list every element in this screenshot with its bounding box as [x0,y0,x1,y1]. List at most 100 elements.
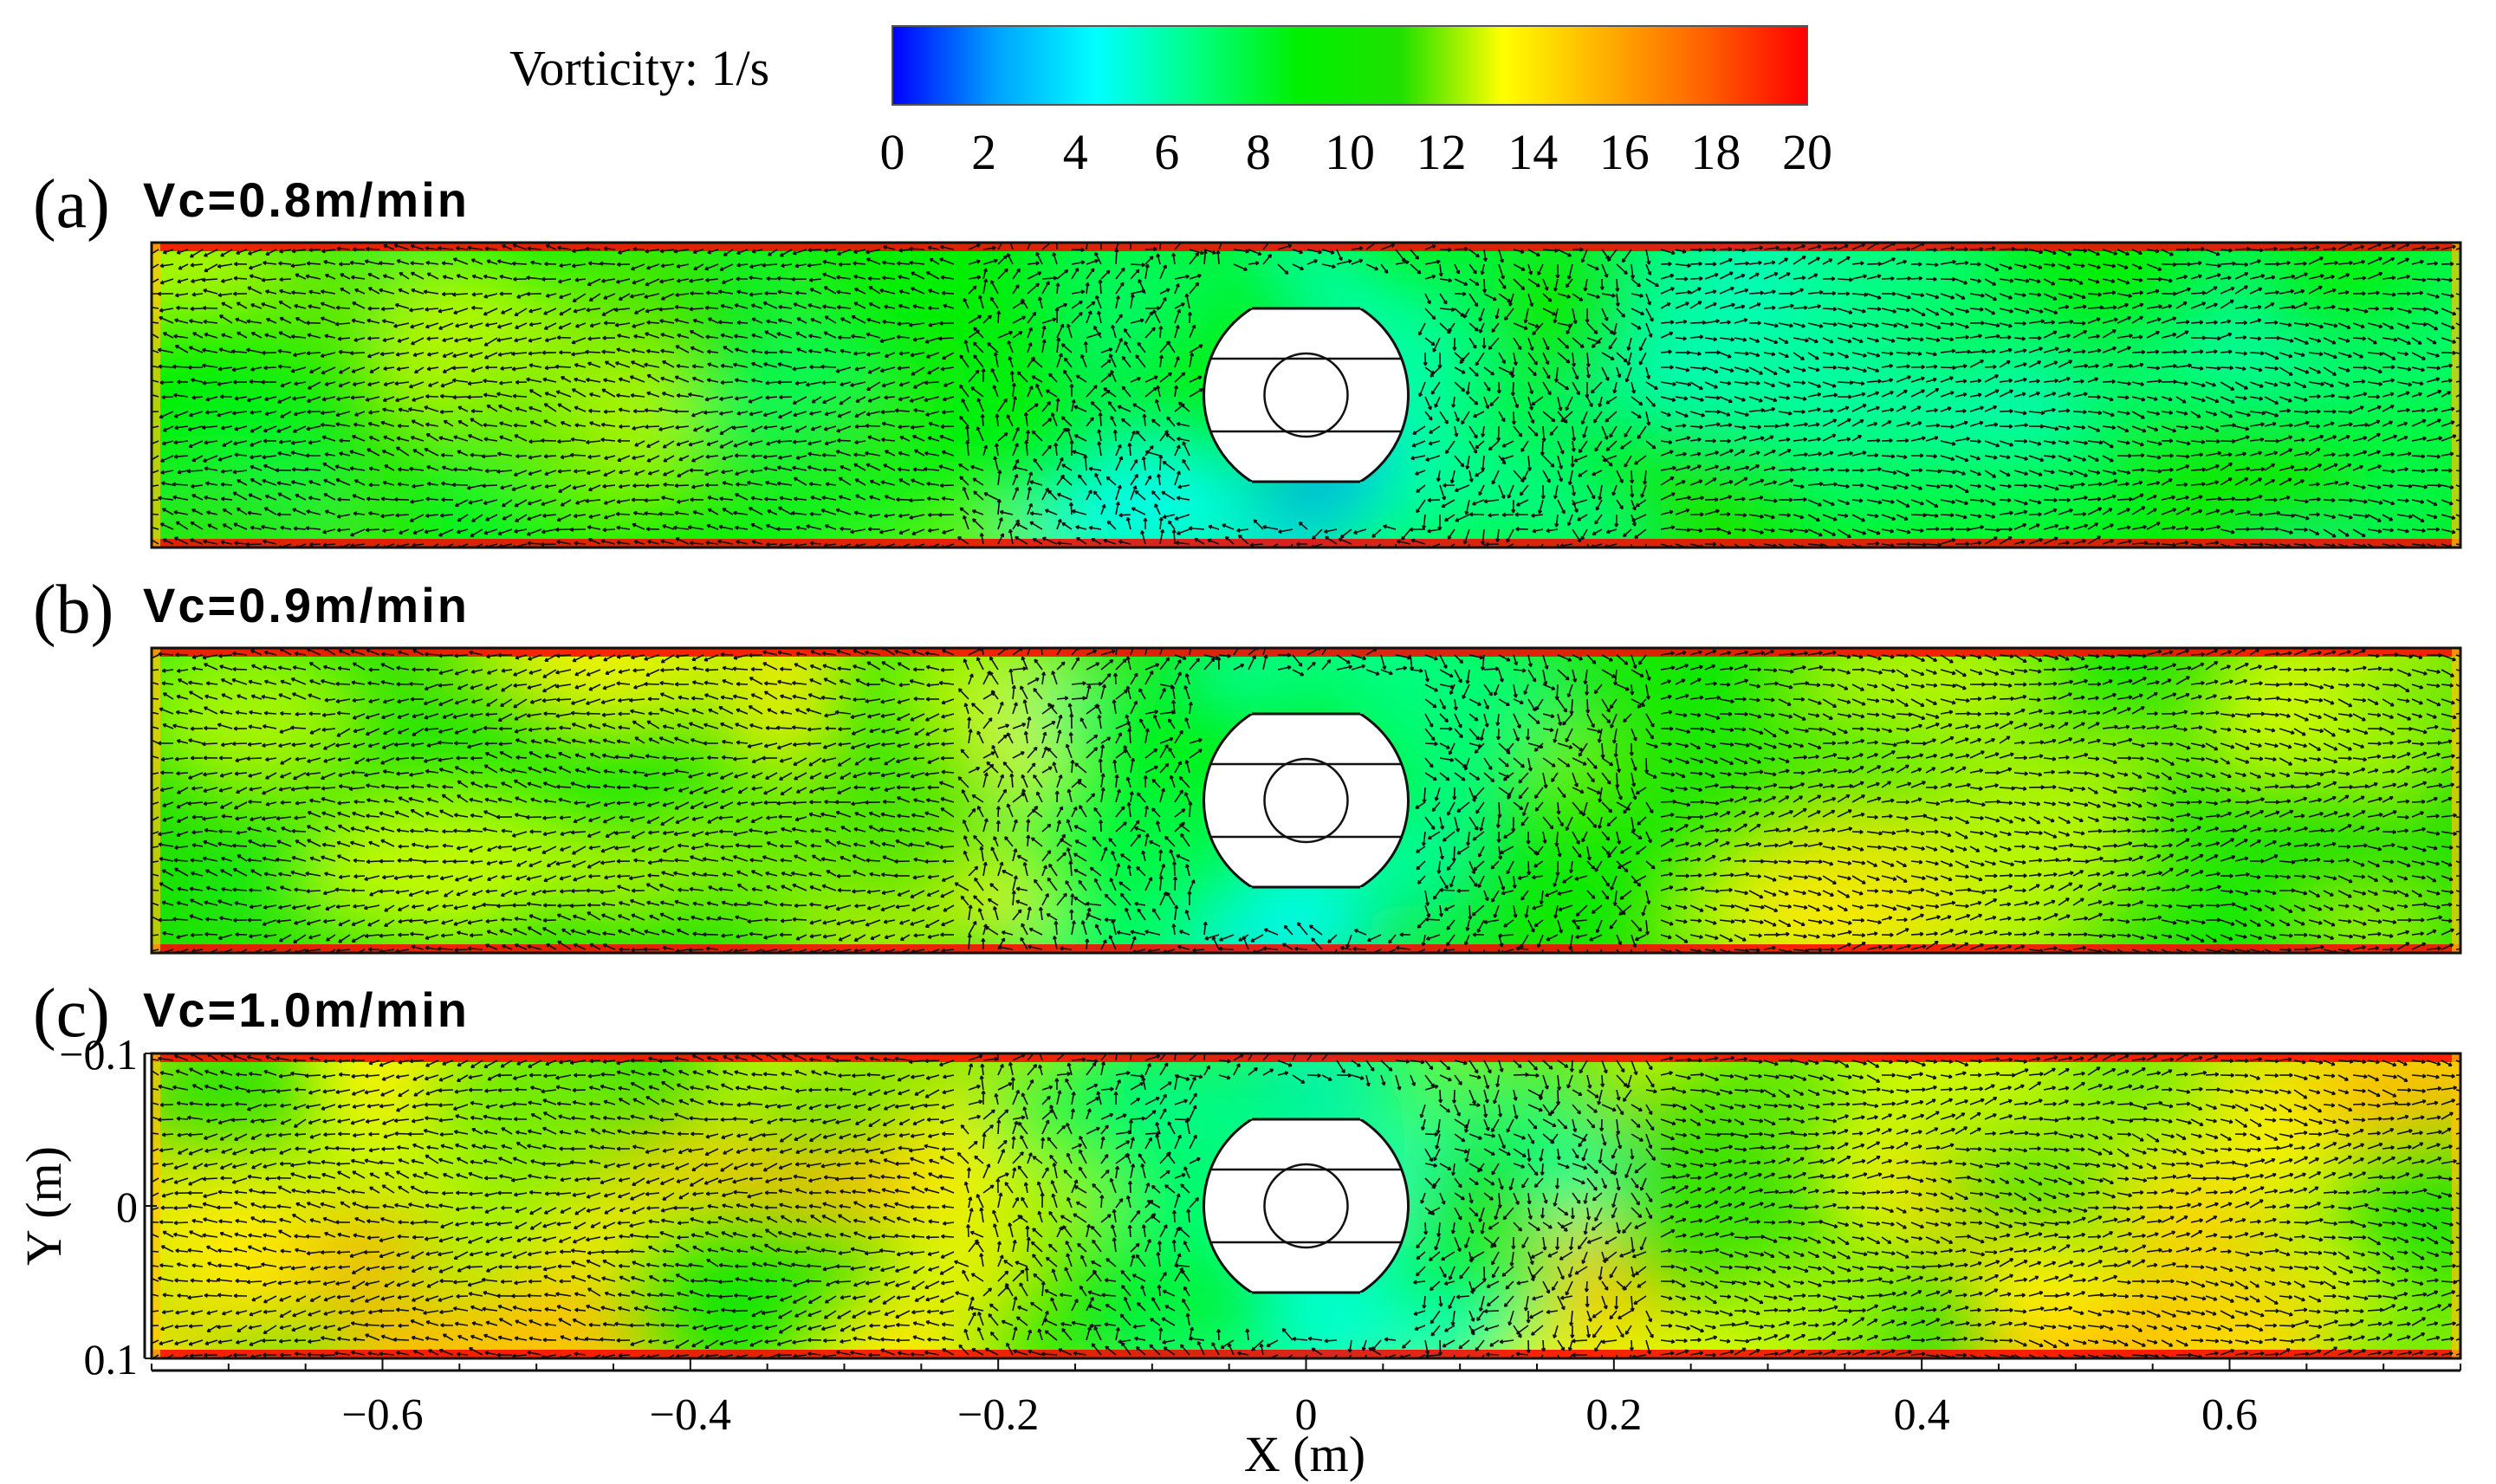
vector-head [2169,278,2173,282]
velocity-vector [2337,273,2350,280]
velocity-vector [1027,243,1032,250]
velocity-vector [1115,295,1119,309]
velocity-vector [471,293,483,295]
vector-head [1596,294,1600,298]
velocity-vector [1071,261,1086,265]
velocity-vector [1508,293,1514,307]
vector-head [2465,337,2467,339]
vector-head [1877,295,1882,299]
velocity-vector [443,275,454,280]
vector-head [382,340,387,343]
vector-head [2068,251,2072,256]
velocity-vector [1071,290,1085,295]
vector-head [438,310,443,314]
velocity-vector [2279,275,2295,280]
velocity-vector [868,286,881,295]
vector-head [2465,327,2467,329]
velocity-vector [2102,249,2117,255]
velocity-vector [2205,286,2218,295]
velocity-vector [1984,247,1996,250]
velocity-vector [381,308,395,310]
velocity-vector [1586,293,1600,299]
vector-head [1476,253,1480,257]
velocity-vector [853,275,866,280]
vector-head [2055,347,2059,349]
velocity-vector [1041,277,1057,280]
velocity-vector [2087,249,2100,256]
velocity-vector [982,259,998,265]
velocity-vector [190,263,204,267]
velocity-vector [1910,243,1925,250]
vector-head [2114,317,2118,321]
vector-head [794,292,800,295]
velocity-vector [1144,263,1149,280]
velocity-vector [2264,291,2279,295]
velocity-vector [1734,288,1748,295]
vector-head [959,385,962,389]
velocity-vector [1159,297,1167,309]
colorbar-tick-label: 20 [1782,124,1832,180]
velocity-vector [152,263,159,269]
vector-head [781,265,785,269]
velocity-vector [379,288,395,295]
velocity-vector [1115,249,1118,265]
velocity-vector [573,308,587,313]
velocity-vector [2396,243,2410,250]
vector-head [1906,246,1911,250]
vorticity-blob [891,373,1111,515]
velocity-vector [1807,291,1824,295]
vector-head [1743,318,1747,321]
vector-head [2139,250,2143,255]
velocity-vector [693,249,704,254]
velocity-vector [2043,278,2055,286]
velocity-vector [1719,258,1733,265]
vector-head [236,301,240,307]
colorbar-tick-label: 2 [971,124,996,180]
velocity-vector [1012,301,1025,309]
velocity-vector [2028,263,2043,269]
vector-head [838,263,843,267]
velocity-vector [1189,274,1202,280]
vector-head [618,252,622,255]
vector-head [2217,263,2221,267]
vector-head [1130,294,1134,298]
vector-head [1095,295,1098,300]
velocity-vector [1807,245,1822,250]
vector-head [396,260,400,264]
vector-head [853,288,858,292]
velocity-vector [1233,263,1248,271]
velocity-vector [411,271,425,280]
vector-head [2392,292,2396,295]
velocity-vector [1554,278,1559,292]
vector-head [2052,392,2056,394]
velocity-vector [2087,293,2102,295]
velocity-vector [822,305,837,309]
velocity-vector [824,286,837,295]
vector-head [632,248,637,252]
vector-head [1119,282,1125,285]
vector-head [1607,258,1611,262]
vector-head [1580,297,1584,301]
vector-head [278,262,282,266]
velocity-vector [2249,249,2264,251]
velocity-vector [1115,267,1125,280]
velocity-vector [751,304,763,309]
velocity-vector [1159,264,1167,280]
vector-head [2464,310,2467,311]
velocity-vector [853,249,866,254]
velocity-vector [1189,249,1204,255]
vector-head [794,265,800,269]
vector-head [943,399,947,402]
vector-head [1287,243,1292,246]
velocity-vector [1984,293,1997,301]
vector-head [865,258,870,262]
velocity-vector [1896,277,1911,280]
vector-head [822,261,827,264]
velocity-vector [2131,278,2143,282]
velocity-vector [530,261,542,265]
vector-head [148,268,150,270]
velocity-vector [1513,278,1526,290]
velocity-vector [1527,263,1533,275]
vector-head [736,290,741,295]
vector-head [528,310,533,314]
